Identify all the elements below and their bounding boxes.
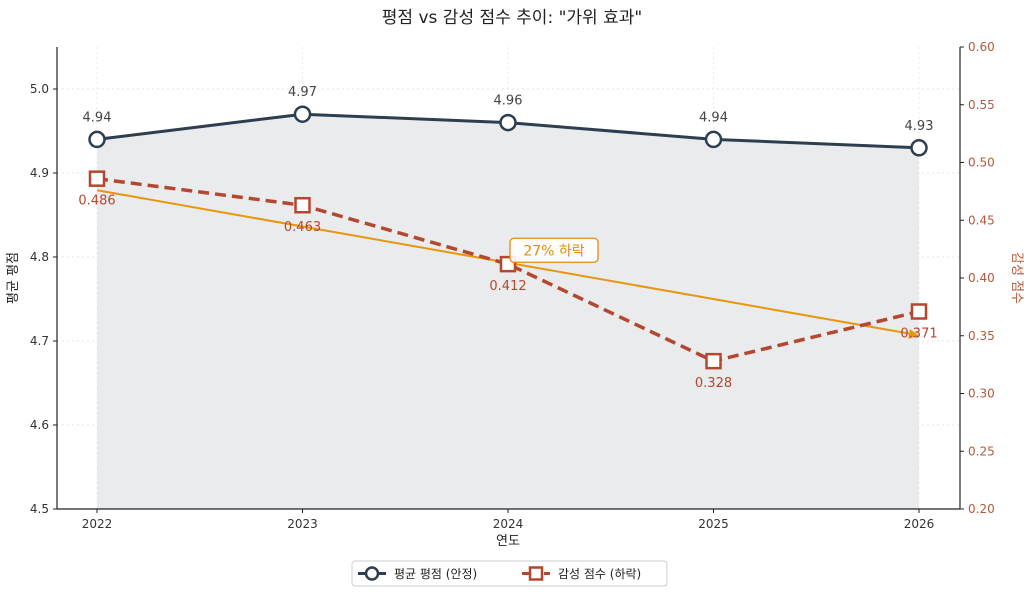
legend-rating-marker [364,566,380,581]
sentiment-line [96,176,920,364]
rating-point [88,130,106,149]
x-tick-label: 2023 [287,517,318,531]
y-left-tick-label: 4.5 [30,502,49,516]
y-right-tick-label: 0.60 [968,40,995,54]
annotation-box [509,237,599,263]
y-left-tick-label: 4.9 [30,166,49,180]
x-tick-label: 2026 [904,517,935,531]
y-left-tick-label: 5.0 [30,82,49,96]
rating-point [293,105,312,123]
y-left-tick-label: 4.6 [30,418,49,432]
y-right-tick-label: 0.55 [968,98,995,112]
x-tick-label: 2025 [698,517,729,531]
axes: 4.5 4.6 4.7 4.8 4.9 5.0 0.20 0.25 0.30 0.35 0.40 0.… [30,40,995,531]
x-tick-label: 2024 [493,517,524,531]
sentiment-data-label: 0.463 [284,220,321,235]
sentiment-data-label: 0.328 [695,376,732,391]
rating-data-label: 4.94 [83,110,112,125]
sentiment-data-label: 0.412 [489,279,526,294]
y-left-tick-label: 4.8 [30,250,49,264]
y-right-tick-label: 0.35 [968,329,995,343]
rating-point [910,139,928,157]
y-axis-left-title: 평균 평점 [6,252,21,304]
y-axis-right-title: 감성 점수 [1009,252,1024,304]
y-right-tick-label: 0.30 [968,387,995,401]
chart-title: 평점 vs 감성 점수 추이: "가위 효과" [382,8,642,28]
y-right-tick-label: 0.45 [968,213,995,227]
y-right-tick-label: 0.25 [968,444,995,458]
rating-data-label: 4.96 [494,94,523,109]
y-right-tick-label: 0.20 [968,502,995,516]
rating-point [499,113,517,132]
rating-data-label: 4.94 [699,110,728,125]
legend-box [351,560,668,587]
sentiment-point [705,352,722,370]
annotation-layer: 27% 하락 [509,237,599,263]
series-layer [88,105,928,370]
sentiment-data-label: 0.371 [900,326,937,341]
legend-sentiment-marker [528,566,544,581]
trend-arrowhead [908,329,919,339]
sentiment-point [294,196,311,214]
legend-sentiment-label: 감성 점수 (하락) [558,567,641,581]
y-left-tick-label: 4.7 [30,334,49,348]
annotation-text: 27% 하락 [523,243,584,259]
rating-data-label: 4.93 [905,119,934,134]
sentiment-point [88,170,106,187]
rating-data-label: 4.97 [288,85,317,100]
sentiment-data-label: 0.486 [78,194,115,209]
y-right-tick-label: 0.40 [968,271,995,285]
x-axis-title: 연도 [496,534,520,549]
legend-rating-label: 평균 평점 (안정) [394,567,477,581]
annotation: 27% 하락 [509,237,599,263]
area-fill [97,114,919,509]
data-labels: 4.94 4.97 4.96 4.94 4.93 0.486 0.463 0.412 0.328… [78,85,937,391]
legend: 평균 평점 (안정) 감성 점수 (하락) [351,560,668,587]
sentiment-point [910,303,928,320]
rating-area [97,114,919,509]
y-right-tick-label: 0.50 [968,156,995,170]
rating-point [704,130,723,149]
x-tick-label: 2022 [82,517,113,531]
